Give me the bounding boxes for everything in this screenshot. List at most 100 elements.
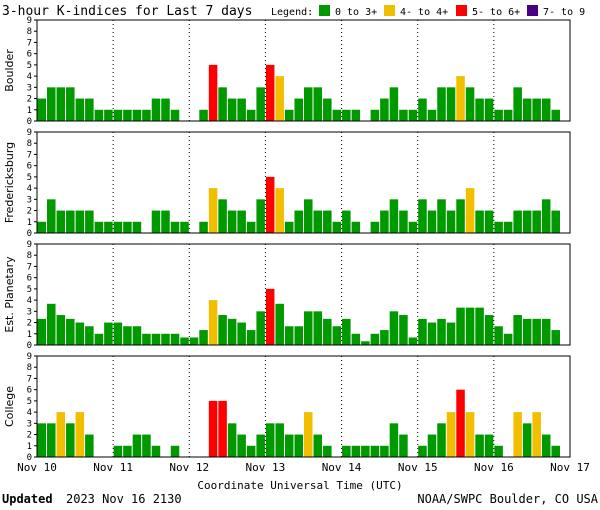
bar [513, 87, 522, 121]
bar [142, 333, 151, 345]
bar [465, 307, 475, 345]
bar [532, 98, 541, 121]
bar [446, 412, 456, 457]
bar [513, 412, 522, 457]
y-tick-label: 5 [27, 61, 32, 71]
bar [551, 330, 560, 345]
bar [37, 221, 47, 233]
bar [399, 210, 408, 233]
bar [351, 445, 361, 457]
bar [304, 87, 313, 121]
bar [370, 109, 380, 121]
bar [541, 318, 551, 345]
bar [484, 210, 494, 233]
bar [132, 109, 142, 121]
y-tick-label: 4 [27, 296, 32, 306]
bar [304, 412, 313, 457]
bar [418, 445, 427, 457]
bar [551, 109, 560, 121]
bar [199, 330, 208, 345]
bar [47, 199, 56, 233]
bar [408, 337, 418, 345]
y-tick-label: 0 [27, 117, 32, 127]
bar [47, 423, 56, 457]
bar [75, 98, 85, 121]
bar [494, 221, 503, 233]
panel-label: Boulder [3, 49, 16, 92]
bar [199, 221, 208, 233]
bar [541, 199, 551, 233]
bar [437, 199, 446, 233]
y-tick-label: 8 [27, 27, 32, 37]
bar [361, 341, 370, 345]
y-tick-label: 9 [27, 16, 32, 26]
legend-swatch-red [456, 5, 467, 16]
bar [418, 98, 427, 121]
bar [227, 423, 237, 457]
legend-label: Legend: [271, 7, 313, 18]
bar [456, 199, 465, 233]
bar [85, 326, 94, 345]
updated-label: Updated [2, 492, 53, 506]
bar [351, 221, 361, 233]
bar [475, 210, 484, 233]
bar [37, 318, 47, 345]
bar [332, 109, 342, 121]
bar [256, 311, 265, 345]
bar [370, 333, 380, 345]
bar [551, 210, 560, 233]
bar [284, 326, 294, 345]
bar [342, 210, 351, 233]
panels: 0123456789Boulder0123456789Fredericksbur… [3, 16, 571, 463]
bar [142, 109, 151, 121]
x-date-labels: Nov 10 Nov 11 Nov 12 Nov 13 Nov 14 Nov 15 Nov … [17, 461, 590, 474]
bar [408, 221, 418, 233]
bar [265, 423, 275, 457]
y-tick-label: 1 [27, 442, 32, 452]
bar [475, 307, 484, 345]
bar [170, 333, 180, 345]
bar [56, 87, 66, 121]
legend-swatch-purple [527, 5, 538, 16]
bar [323, 98, 332, 121]
panel-border [36, 131, 571, 234]
y-tick-label: 5 [27, 173, 32, 183]
bar [123, 326, 132, 345]
bar [380, 330, 389, 345]
y-tick-label: 3 [27, 83, 32, 93]
bar [104, 322, 113, 345]
y-tick-label: 4 [27, 184, 32, 194]
bar [104, 109, 113, 121]
bar [389, 423, 399, 457]
bar [427, 434, 437, 457]
bar [199, 109, 208, 121]
x-date-label: Nov 16 [474, 461, 514, 474]
bar [465, 412, 475, 457]
bar [361, 445, 370, 457]
bar [503, 221, 513, 233]
y-tick-label: 0 [27, 341, 32, 351]
bar [142, 434, 151, 457]
bar [85, 210, 94, 233]
bar [313, 311, 323, 345]
y-tick-label: 5 [27, 285, 32, 295]
bar [246, 109, 256, 121]
bar [85, 98, 94, 121]
y-tick-label: 1 [27, 106, 32, 116]
bar [380, 445, 389, 457]
y-tick-label: 6 [27, 386, 32, 396]
bar [66, 423, 75, 457]
bar [475, 98, 484, 121]
bar [284, 434, 294, 457]
x-date-label: Nov 12 [169, 461, 209, 474]
bar [465, 188, 475, 233]
bar [180, 337, 189, 345]
y-tick-label: 5 [27, 397, 32, 407]
panel-label: Est. Planetary [3, 256, 16, 333]
bar [304, 199, 313, 233]
bar [532, 412, 541, 457]
bar [151, 333, 161, 345]
